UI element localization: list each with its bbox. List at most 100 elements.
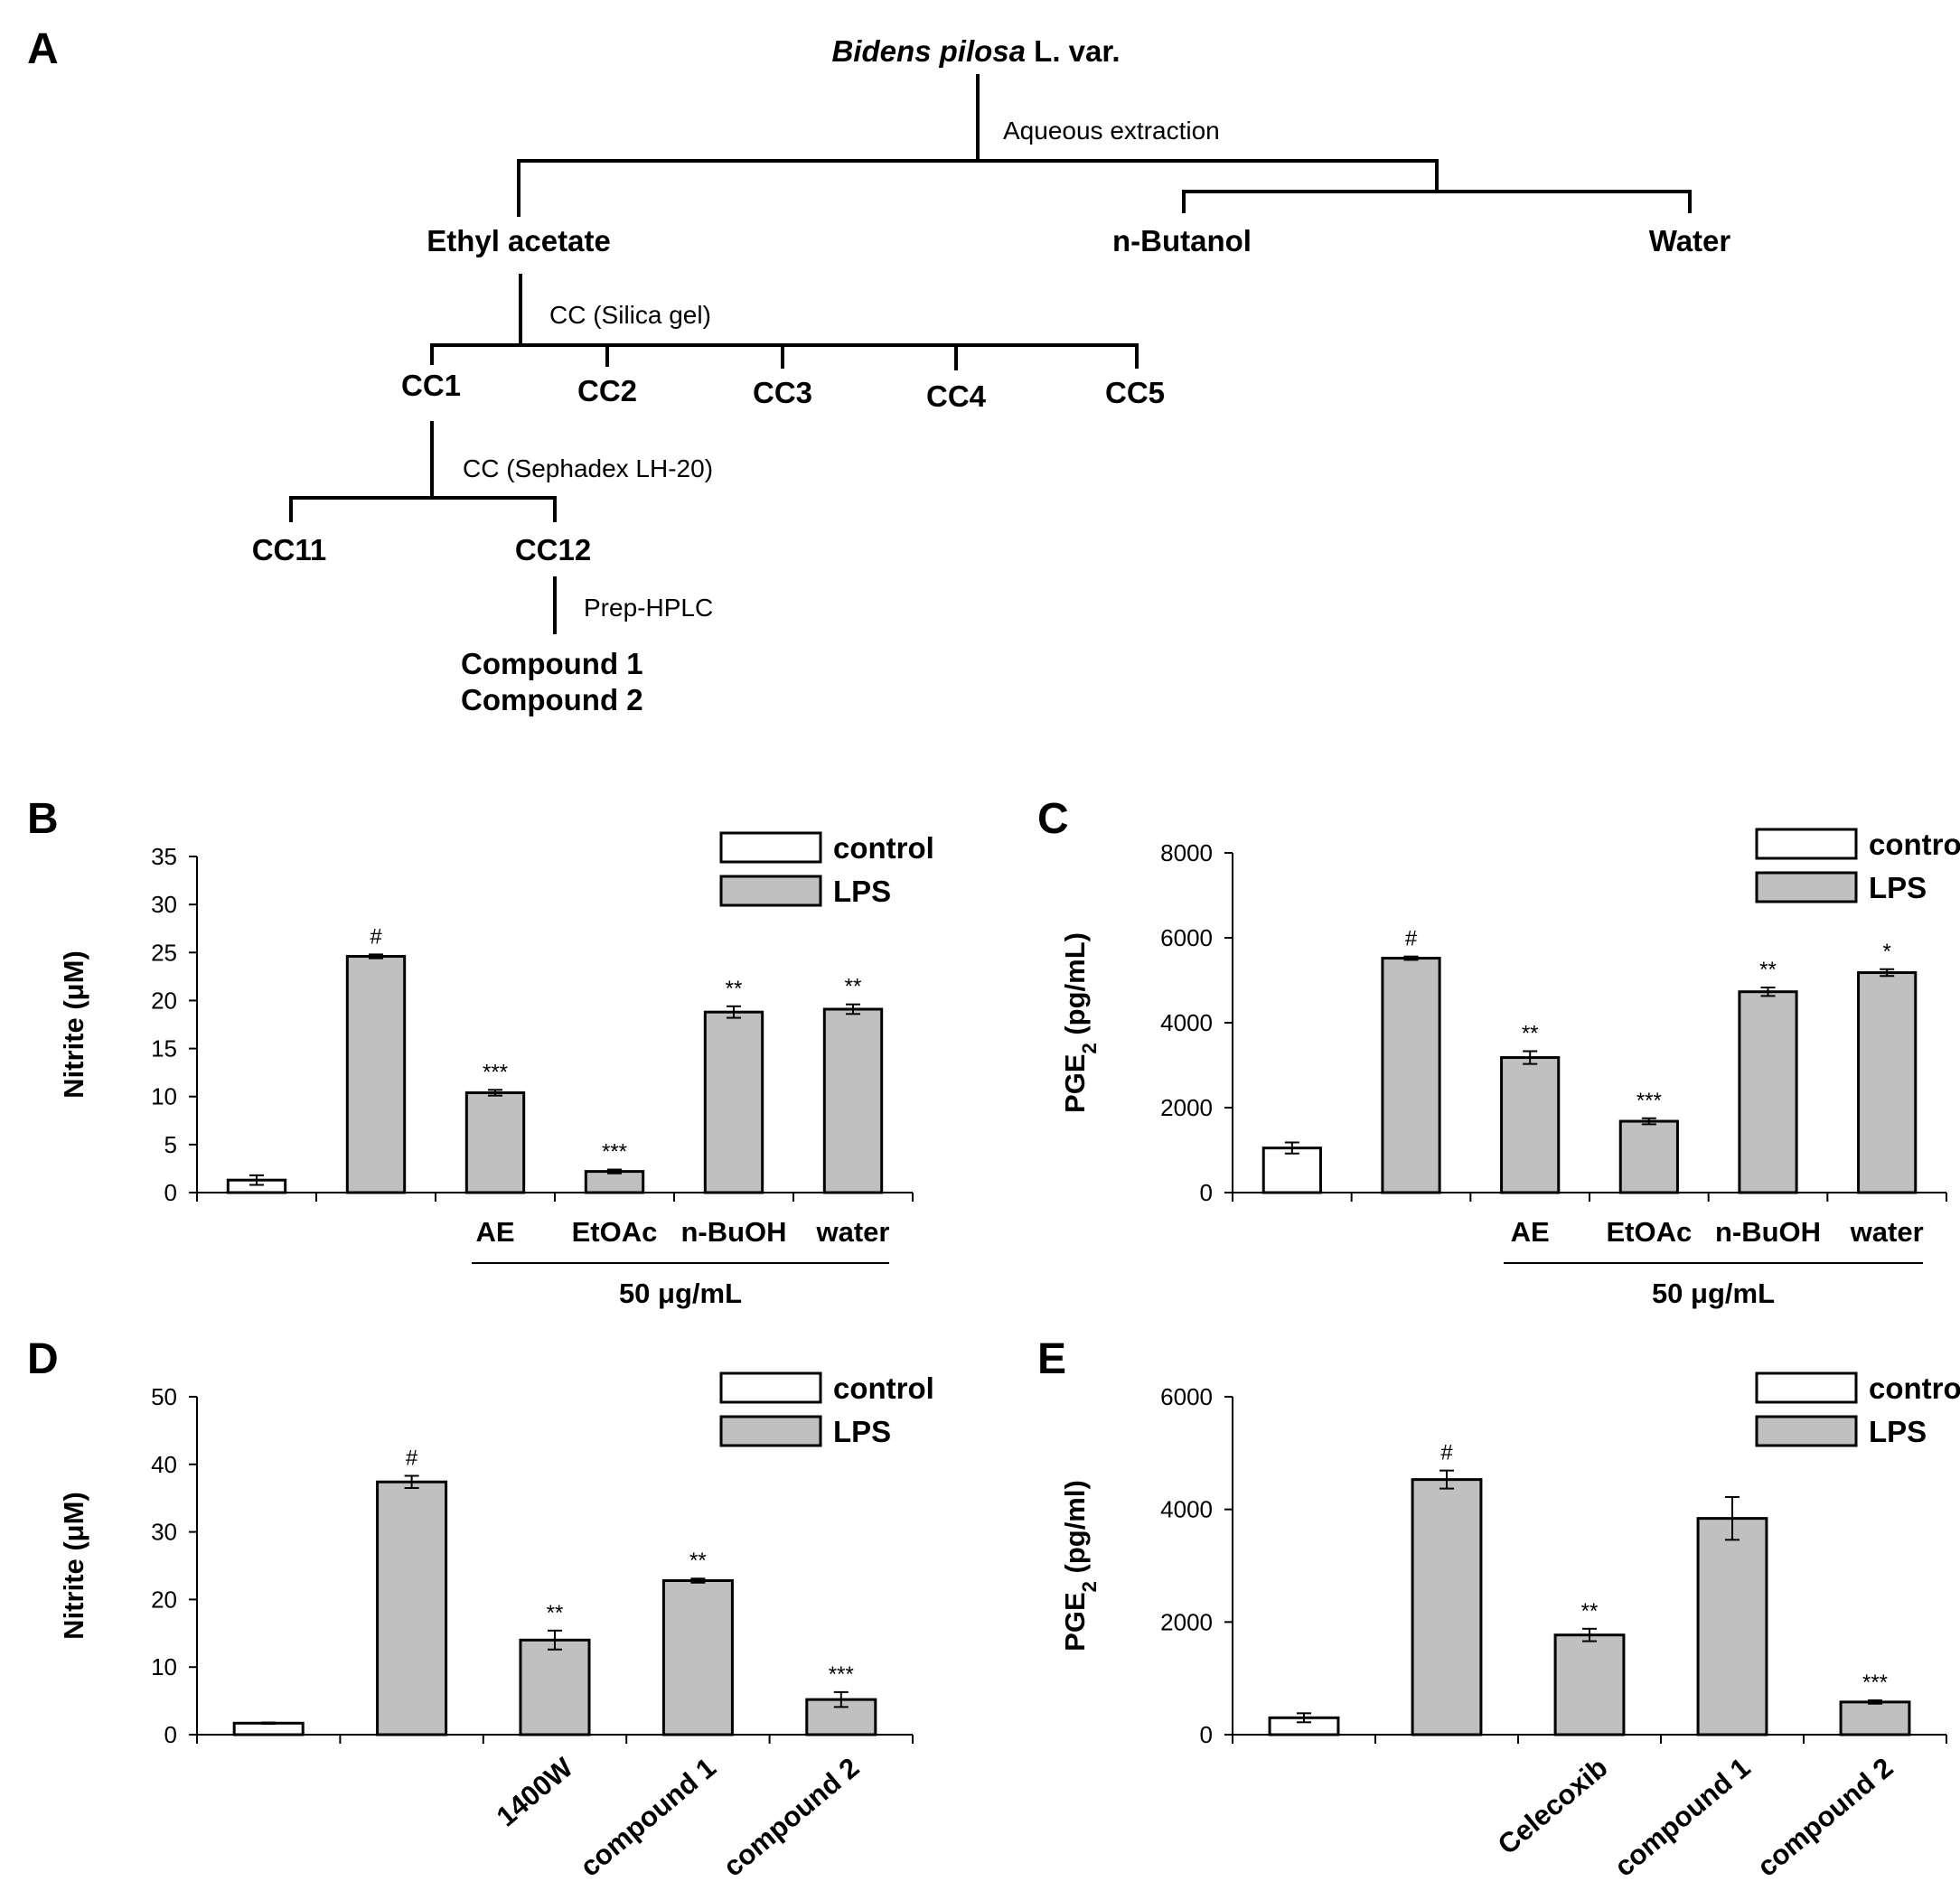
y-axis-title-units: (pg/mL) [1059, 932, 1091, 1043]
bar [464, 1090, 526, 1194]
panel-label-c: C [1037, 795, 1069, 843]
bar [345, 955, 407, 1194]
x-category-label: compound 2 [1751, 1752, 1899, 1883]
significance-mark: *** [1862, 1671, 1888, 1695]
panel-label-e: E [1037, 1335, 1066, 1383]
y-tick-label: 30 [151, 1519, 177, 1546]
legend-label: control [1869, 1371, 1960, 1405]
fraction-cc5: CC5 [1105, 376, 1165, 409]
bar [1500, 1056, 1561, 1194]
legend-swatch [719, 831, 822, 864]
significance-mark: # [1405, 927, 1418, 951]
tree-lines [289, 74, 1692, 634]
y-tick-label: 25 [151, 939, 177, 966]
bar [1261, 1147, 1322, 1194]
y-tick-label: 20 [151, 1586, 177, 1613]
y-axis-title-main: PGE [1059, 1592, 1091, 1651]
bar [661, 1578, 734, 1736]
extraction-scheme: A Bidens pilosa L. var. Aqueous extracti… [27, 25, 1730, 716]
x-category-label: Celecoxib [1492, 1752, 1614, 1861]
legend-label: control [833, 831, 934, 865]
fraction-water: Water [1649, 224, 1731, 257]
y-tick-label: 4000 [1160, 1009, 1213, 1036]
y-tick-label: 0 [1200, 1721, 1213, 1748]
y-axis-title-main: Nitrite (μM) [58, 950, 89, 1099]
legend-label: control [833, 1371, 934, 1405]
y-tick-label: 4000 [1160, 1496, 1213, 1523]
y-axis-title: PGE2 (pg/mL) [1059, 932, 1101, 1113]
group-label: 50 μg/mL [1652, 1278, 1775, 1309]
x-category-label: AE [1511, 1216, 1550, 1248]
bar [376, 1480, 448, 1736]
y-tick-label: 2000 [1160, 1094, 1213, 1121]
panel-label-d: D [27, 1335, 59, 1383]
bar [1857, 971, 1918, 1194]
y-axis-title-main: Nitrite (μM) [58, 1492, 89, 1640]
legend-swatch [1755, 871, 1858, 903]
x-category-label: water [1850, 1216, 1924, 1248]
bar [822, 1007, 884, 1194]
x-category-label: AE [475, 1216, 514, 1248]
significance-mark: ** [726, 977, 743, 1001]
step-silica-gel: CC (Silica gel) [549, 301, 711, 329]
fraction-n-butanol: n-Butanol [1112, 224, 1252, 257]
y-tick-label: 2000 [1160, 1608, 1213, 1635]
legend-label: control [1869, 828, 1960, 861]
y-axis-title: Nitrite (μM) [58, 950, 89, 1099]
legend-label: LPS [1869, 1415, 1927, 1448]
compound-2-label: Compound 2 [461, 683, 643, 716]
y-tick-label: 30 [151, 891, 177, 918]
y-tick-label: 8000 [1160, 839, 1213, 866]
x-category-label: n-BuOH [1715, 1216, 1821, 1248]
y-tick-label: 0 [164, 1721, 177, 1748]
y-tick-label: 15 [151, 1035, 177, 1062]
fraction-cc2: CC2 [577, 374, 637, 407]
x-category-label: 1400W [491, 1751, 579, 1832]
group-label: 50 μg/mL [619, 1278, 742, 1309]
step-sephadex: CC (Sephadex LH-20) [463, 454, 713, 482]
legend-label: LPS [1869, 871, 1927, 904]
bar [1381, 957, 1441, 1194]
chart-b-nitrite: 0 5 10 15 20 25 30 35 Nitrite (μM) # *** AE *** EtOAc… [58, 831, 934, 1309]
fraction-cc3: CC3 [753, 376, 812, 409]
y-tick-label: 40 [151, 1451, 177, 1478]
y-tick-label: 50 [151, 1383, 177, 1410]
x-category-label: n-BuOH [680, 1216, 786, 1248]
x-category-label: water [816, 1216, 890, 1248]
legend-swatch [1755, 1371, 1858, 1404]
y-axis-title-subscript: 2 [1078, 1043, 1101, 1053]
fraction-cc12: CC12 [515, 533, 591, 566]
significance-mark: # [1440, 1441, 1453, 1465]
x-category-label: compound 2 [717, 1752, 866, 1883]
significance-mark: *** [602, 1139, 627, 1164]
x-category-label: compound 1 [574, 1752, 722, 1883]
chart-d-nitrite-compounds: 0 10 20 30 40 50 Nitrite (μM) # ** 1400W ** compoun… [58, 1371, 934, 1883]
legend-swatch [719, 1415, 822, 1447]
fraction-cc11: CC11 [252, 533, 327, 566]
fraction-ethyl-acetate: Ethyl acetate [427, 224, 611, 257]
x-category-label: EtOAc [572, 1216, 658, 1248]
fraction-cc4: CC4 [926, 379, 987, 413]
y-axis-title-main: PGE [1059, 1054, 1091, 1113]
bar [1618, 1119, 1679, 1194]
y-axis-title-units: (pg/ml) [1059, 1480, 1091, 1581]
y-tick-label: 6000 [1160, 924, 1213, 951]
bar [1696, 1517, 1768, 1736]
y-tick-label: 0 [164, 1179, 177, 1206]
legend-label: LPS [833, 1415, 891, 1448]
fraction-cc1: CC1 [401, 369, 461, 402]
y-axis-title-subscript: 2 [1078, 1581, 1101, 1592]
x-category-label: compound 1 [1608, 1752, 1757, 1883]
y-tick-label: 5 [164, 1131, 177, 1158]
legend-swatch [719, 875, 822, 907]
plant-name: Bidens pilosa L. var. [831, 34, 1120, 68]
significance-mark: # [370, 924, 382, 949]
significance-mark: ** [1759, 958, 1777, 982]
y-tick-label: 0 [1200, 1179, 1213, 1206]
significance-mark: ** [1581, 1599, 1599, 1624]
significance-mark: ** [845, 975, 862, 999]
bar [584, 1170, 645, 1194]
y-tick-label: 10 [151, 1653, 177, 1680]
